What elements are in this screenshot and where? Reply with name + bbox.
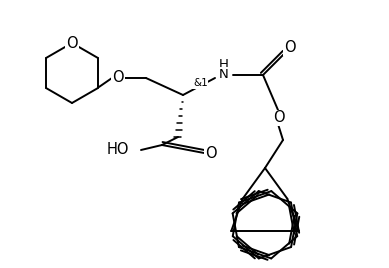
- Text: O: O: [273, 110, 285, 125]
- Text: O: O: [284, 40, 296, 55]
- Text: &1: &1: [193, 78, 208, 88]
- Text: H: H: [219, 58, 229, 72]
- Text: O: O: [112, 70, 124, 85]
- Text: HO: HO: [107, 143, 129, 158]
- Text: O: O: [205, 146, 217, 161]
- Text: O: O: [66, 35, 78, 50]
- Text: N: N: [219, 68, 229, 80]
